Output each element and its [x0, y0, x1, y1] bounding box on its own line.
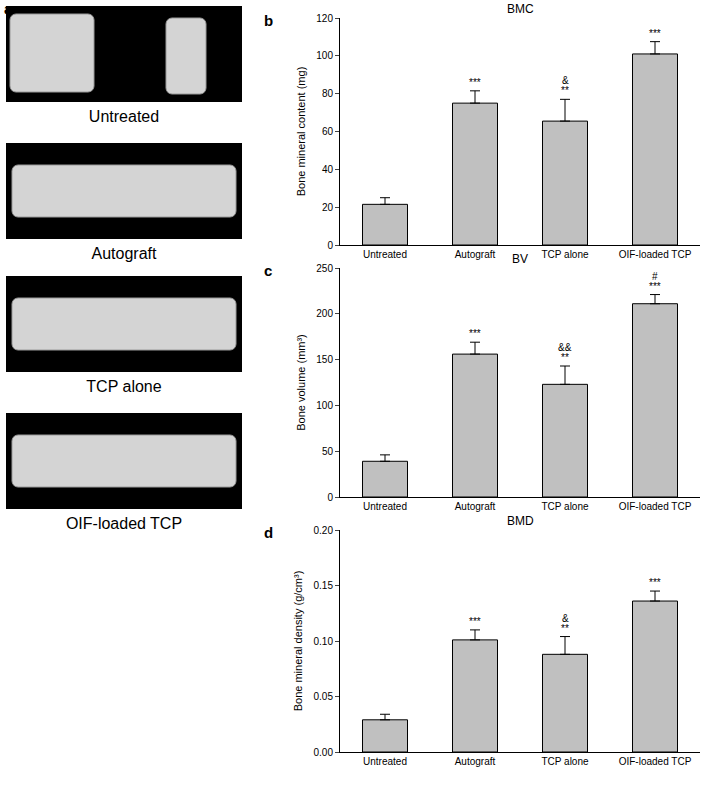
svg-text:&&: &&	[558, 342, 572, 353]
svg-text:#: #	[652, 271, 658, 282]
svg-text:***: ***	[649, 281, 661, 292]
svg-text:Autograft: Autograft	[455, 249, 496, 260]
svg-text:BV: BV	[512, 252, 528, 266]
html-text:Autograft: Autograft	[91, 245, 157, 262]
svg-text:&: &	[562, 75, 569, 86]
svg-text:0.15: 0.15	[314, 580, 334, 591]
svg-text:Bone mineral density (g/cm³): Bone mineral density (g/cm³)	[292, 571, 304, 712]
html-text:Untreated: Untreated	[88, 108, 160, 125]
svg-text:0.10: 0.10	[314, 636, 334, 647]
svg-text:OIF-loaded TCP: OIF-loaded TCP	[619, 756, 692, 767]
svg-text:0.05: 0.05	[314, 691, 334, 702]
svg-text:Untreated: Untreated	[363, 249, 407, 260]
svg-text:Bone volume (mm³): Bone volume (mm³)	[295, 334, 307, 431]
svg-text:TCP alone: TCP alone	[541, 249, 589, 260]
svg-text:Autograft: Autograft	[455, 501, 496, 512]
svg-text:**: **	[561, 352, 569, 363]
svg-text:TCP alone: TCP alone	[541, 501, 589, 512]
svg-text:OIF-loaded TCP: OIF-loaded TCP	[619, 249, 692, 260]
svg-text:***: ***	[649, 28, 661, 39]
svg-text:***: ***	[649, 577, 661, 588]
svg-text:40: 40	[322, 164, 334, 175]
svg-text:Bone mineral content (mg): Bone mineral content (mg)	[295, 67, 307, 197]
svg-text:120: 120	[316, 13, 333, 24]
svg-text:BMC: BMC	[507, 2, 534, 16]
html-text:a: a	[4, 0, 13, 17]
svg-text:Autograft: Autograft	[455, 756, 496, 767]
svg-text:Untreated: Untreated	[363, 501, 407, 512]
svg-text:**: **	[561, 85, 569, 96]
svg-text:0.20: 0.20	[314, 525, 334, 536]
svg-text:200: 200	[316, 308, 333, 319]
svg-text:100: 100	[316, 50, 333, 61]
svg-text:***: ***	[469, 328, 481, 339]
svg-text:250: 250	[316, 263, 333, 274]
svg-text:TCP alone: TCP alone	[541, 756, 589, 767]
svg-text:0.00: 0.00	[314, 747, 334, 758]
html-text:TCP alone: TCP alone	[86, 378, 162, 395]
html-text:OIF-loaded TCP: OIF-loaded TCP	[65, 515, 183, 532]
svg-text:BMD: BMD	[507, 514, 534, 528]
svg-text:100: 100	[316, 400, 333, 411]
svg-text:150: 150	[316, 354, 333, 365]
svg-text:c: c	[264, 262, 272, 279]
svg-text:**: **	[561, 623, 569, 634]
svg-text:***: ***	[469, 77, 481, 88]
svg-text:Untreated: Untreated	[363, 756, 407, 767]
svg-text:&: &	[562, 613, 569, 624]
svg-text:0: 0	[327, 492, 333, 503]
svg-text:d: d	[264, 524, 273, 541]
svg-text:20: 20	[322, 202, 334, 213]
svg-text:b: b	[264, 12, 273, 29]
svg-text:80: 80	[322, 88, 334, 99]
svg-text:0: 0	[327, 240, 333, 251]
svg-text:60: 60	[322, 126, 334, 137]
svg-text:***: ***	[469, 616, 481, 627]
svg-text:50: 50	[322, 446, 334, 457]
svg-text:OIF-loaded TCP: OIF-loaded TCP	[619, 501, 692, 512]
